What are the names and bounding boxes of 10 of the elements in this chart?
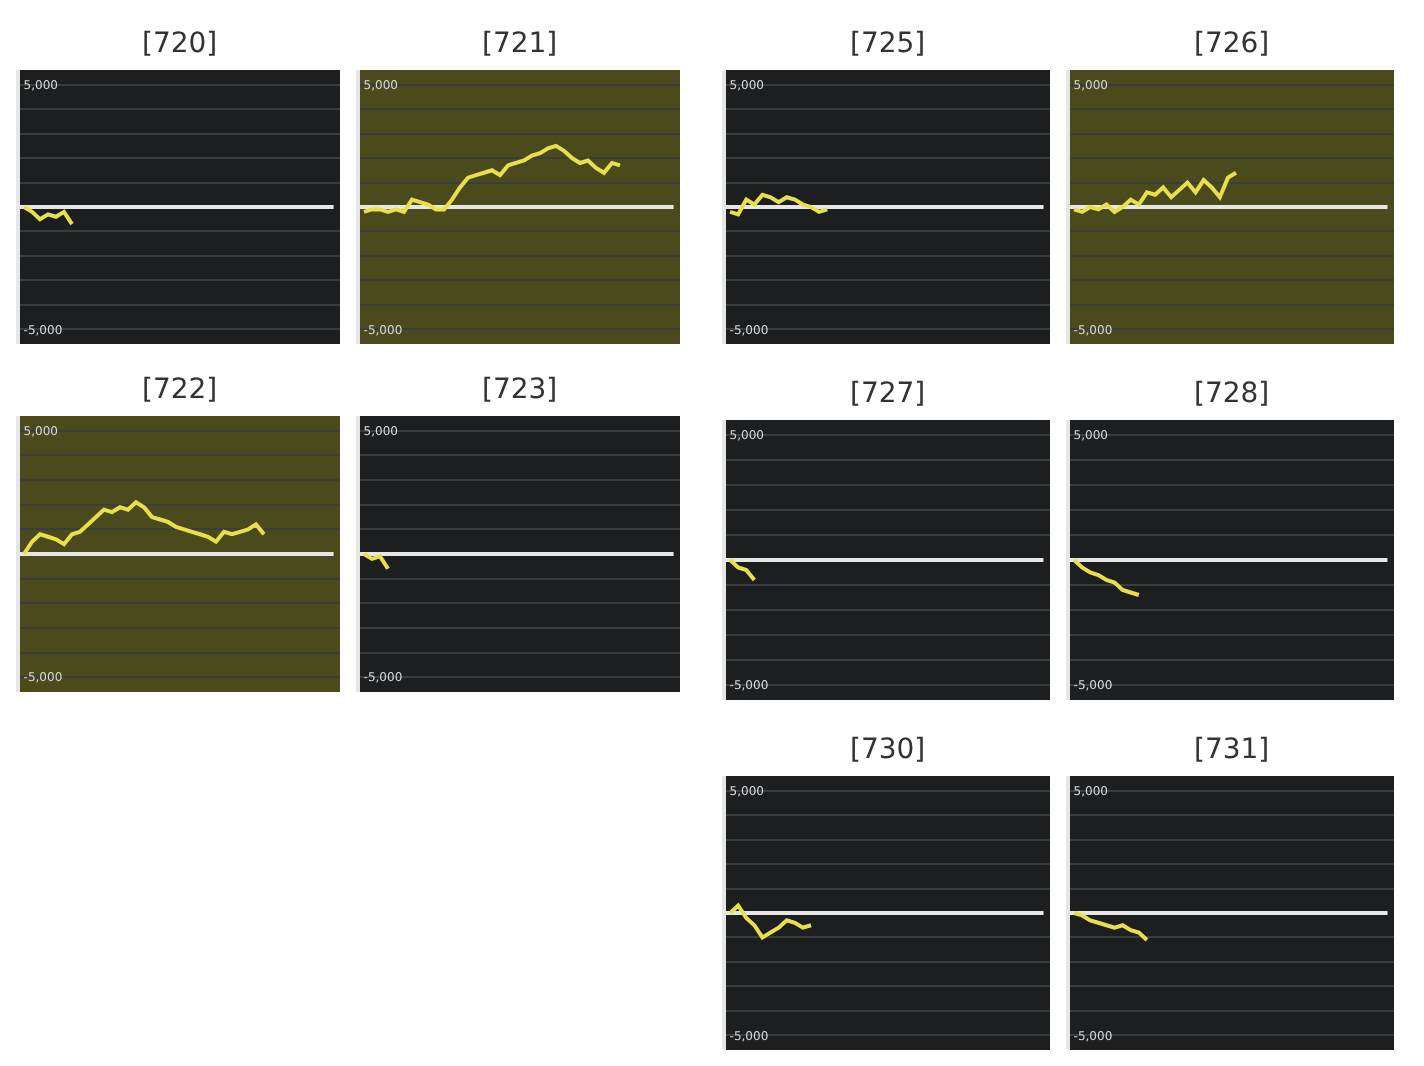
chart-title: [722] [142,374,218,406]
chart-title: [726] [1194,28,1270,60]
chart-title: [727] [850,378,926,410]
chart-title: [720] [142,28,218,60]
chart-title: [721] [482,28,558,60]
chart-title: [725] [850,28,926,60]
chart-title: [723] [482,374,558,406]
chart-title: [730] [850,734,926,766]
chart-title: [728] [1194,378,1270,410]
chart-title: [731] [1194,734,1270,766]
